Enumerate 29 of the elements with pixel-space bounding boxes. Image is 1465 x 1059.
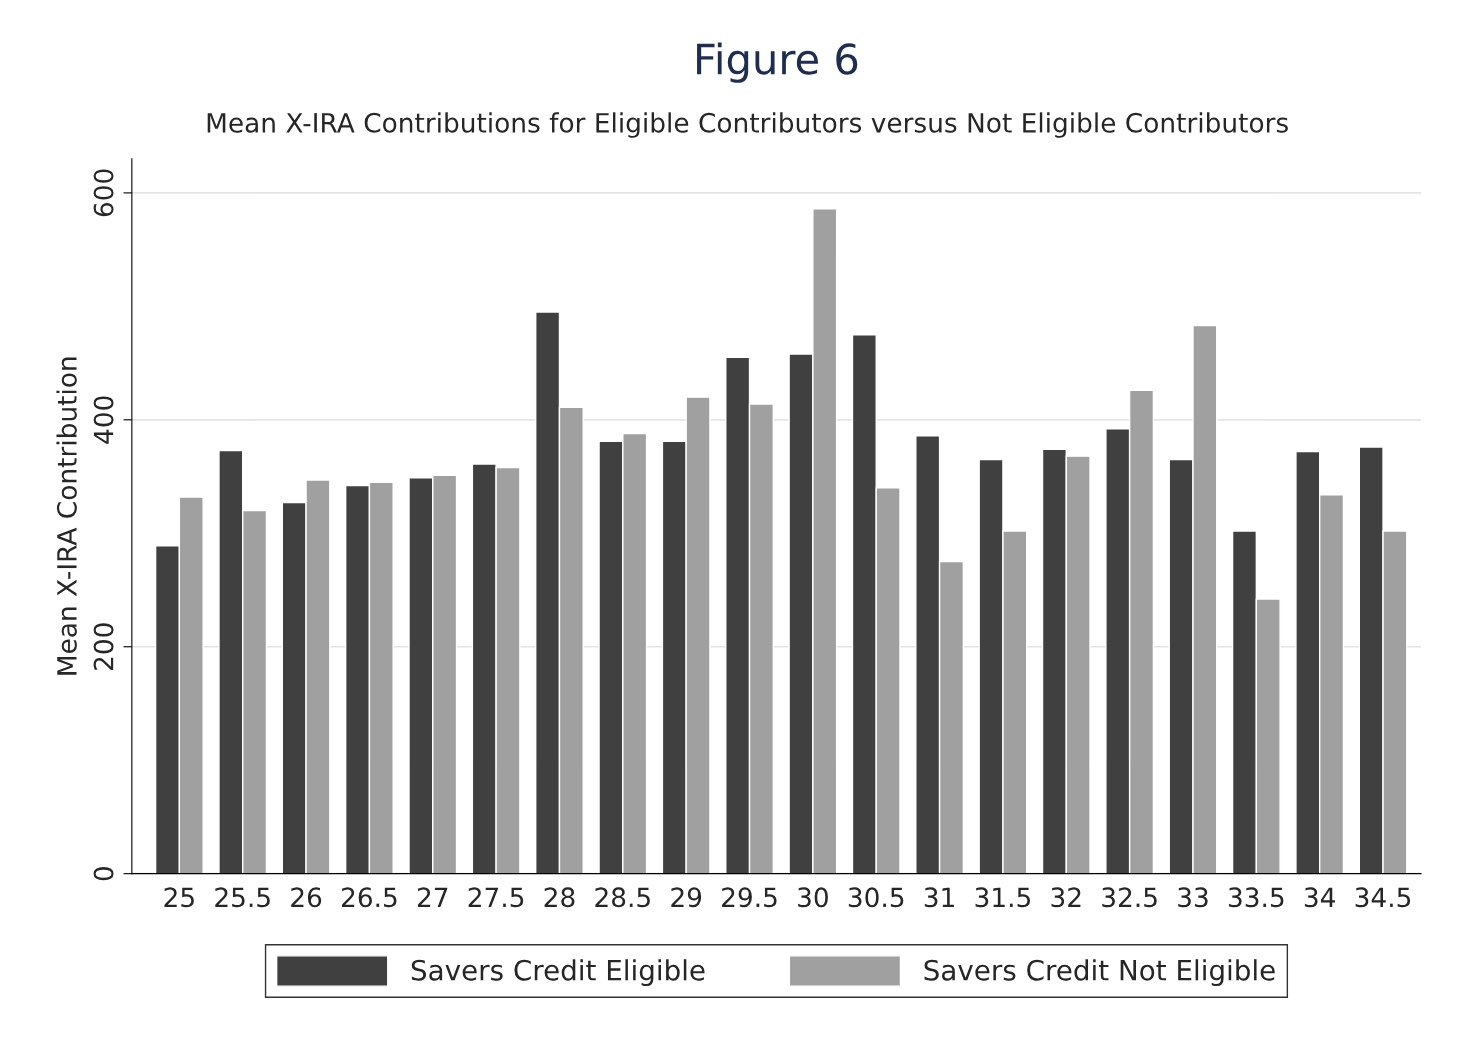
y-tick-label: 400 bbox=[93, 396, 114, 444]
x-tick-label: 26 bbox=[291, 887, 322, 908]
x-tick-label: 29 bbox=[671, 887, 702, 908]
x-tick-label: 34 bbox=[1304, 887, 1335, 908]
chart-subtitle: Mean X-IRA Contributions for Eligible Contributors versus Not Eligible Contributors bbox=[207, 112, 1288, 138]
x-tick-label: 31.5 bbox=[975, 887, 1030, 908]
x-tick-label: 27 bbox=[417, 887, 448, 907]
x-tick-label: 32 bbox=[1051, 887, 1081, 908]
legend-label: Savers Credit Eligible bbox=[411, 959, 705, 987]
y-tick-label: 0 bbox=[93, 867, 114, 881]
x-tick-label: 25 bbox=[164, 887, 194, 908]
y-tick-label: 200 bbox=[93, 623, 114, 670]
chart-title: Figure 6 bbox=[697, 42, 858, 83]
x-tick-label: 30 bbox=[798, 887, 828, 908]
x-tick-label: 33.5 bbox=[1228, 887, 1284, 908]
x-tick-label: 27.5 bbox=[468, 887, 524, 908]
y-tick-label: 600 bbox=[93, 169, 114, 217]
legend-label: Savers Credit Not Eligible bbox=[924, 959, 1275, 987]
x-tick-label: 29.5 bbox=[722, 887, 777, 908]
x-tick-label: 32.5 bbox=[1102, 887, 1157, 908]
x-tick-label: 25.5 bbox=[215, 887, 270, 908]
x-tick-label: 34.5 bbox=[1355, 887, 1411, 908]
x-tick-label: 33 bbox=[1178, 887, 1208, 908]
x-tick-label: 30.5 bbox=[848, 887, 904, 908]
x-tick-label: 28 bbox=[544, 887, 575, 908]
x-tick-label: 28.5 bbox=[595, 887, 650, 908]
x-tick-label: 31 bbox=[924, 887, 954, 908]
y-axis-title: Mean X-IRA Contribution bbox=[56, 357, 77, 675]
x-tick-label: 26.5 bbox=[341, 887, 397, 908]
